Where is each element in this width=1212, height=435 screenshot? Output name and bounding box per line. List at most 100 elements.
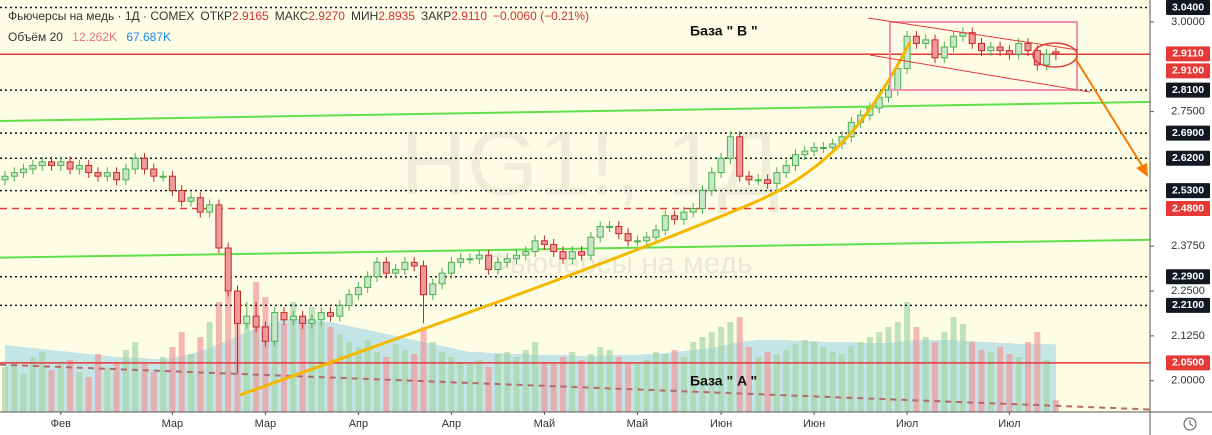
x-tick-label: Июн bbox=[803, 418, 825, 430]
x-tick-label: Мар bbox=[162, 418, 184, 430]
volume-title: Объём 20 bbox=[8, 30, 63, 44]
annotation: База " B " bbox=[690, 23, 758, 39]
trendline bbox=[0, 100, 1151, 122]
candle-body bbox=[810, 147, 818, 152]
candle-body bbox=[912, 35, 920, 44]
candle-body bbox=[633, 240, 641, 243]
volume-bar bbox=[29, 357, 36, 412]
quote-label: ОТКР bbox=[200, 9, 233, 23]
candle-body bbox=[1043, 53, 1051, 66]
volume-bar bbox=[485, 367, 492, 412]
x-tick-label: Фев bbox=[51, 418, 71, 430]
volume-bar bbox=[820, 347, 827, 412]
candle-body bbox=[829, 143, 837, 149]
volume-bar bbox=[327, 327, 334, 412]
arrow-head bbox=[1136, 163, 1148, 177]
candle-body bbox=[968, 32, 976, 44]
volume-bar bbox=[206, 322, 213, 412]
volume-bar bbox=[876, 332, 883, 412]
volume-bar bbox=[885, 327, 892, 412]
volume-bar bbox=[457, 362, 464, 412]
candle-body bbox=[578, 251, 586, 256]
volume-bar bbox=[727, 322, 734, 412]
volume-bar bbox=[587, 354, 594, 412]
candle-body bbox=[299, 315, 307, 324]
volume-bar bbox=[680, 357, 687, 412]
candle-body bbox=[206, 204, 214, 213]
volume-bar bbox=[597, 347, 604, 412]
candle-body bbox=[606, 225, 613, 228]
candle-body bbox=[85, 164, 93, 174]
candle-body bbox=[792, 154, 799, 166]
level-label-bg bbox=[1166, 297, 1210, 313]
volume-bar bbox=[922, 337, 929, 412]
volume-bar bbox=[188, 354, 194, 412]
candle-body bbox=[587, 236, 595, 256]
candle-body bbox=[168, 175, 176, 192]
x-tick-label: Июн bbox=[710, 418, 732, 430]
volume-bar bbox=[671, 350, 678, 412]
volume-bar bbox=[160, 357, 167, 412]
volume-bar bbox=[253, 282, 260, 412]
x-tick-label: Май bbox=[534, 418, 556, 430]
time-axis-bg bbox=[0, 412, 1212, 435]
clock-icon[interactable] bbox=[1183, 417, 1197, 431]
quote-item: МИН2.8935 bbox=[351, 9, 415, 23]
candle-body bbox=[922, 39, 930, 44]
candle-body bbox=[420, 265, 427, 296]
candle-body bbox=[1, 175, 9, 181]
candle-body bbox=[699, 190, 706, 210]
candle-body bbox=[66, 161, 74, 170]
candle-body bbox=[280, 312, 288, 321]
candle-body bbox=[57, 161, 65, 166]
volume-bar bbox=[494, 354, 501, 412]
candle-body bbox=[773, 172, 781, 184]
candle-body bbox=[122, 168, 130, 181]
candle-body bbox=[624, 233, 632, 242]
volume-bar bbox=[336, 334, 343, 412]
candle-body bbox=[317, 312, 325, 321]
candle-body bbox=[10, 172, 18, 177]
volume-bar bbox=[1015, 357, 1022, 412]
volume-bar bbox=[653, 352, 659, 412]
quote-item: ОТКР2.9165 bbox=[200, 9, 268, 23]
volume-bar bbox=[550, 364, 557, 412]
volume-bar bbox=[67, 360, 74, 412]
volume-bar bbox=[374, 352, 380, 412]
quote-item: МАКС2.9270 bbox=[275, 9, 345, 23]
trendline bbox=[0, 238, 1151, 259]
candle-body bbox=[401, 261, 409, 271]
volume-bar bbox=[932, 342, 938, 412]
candle-body bbox=[196, 197, 204, 213]
candle-body bbox=[540, 240, 548, 245]
candle-body bbox=[568, 251, 576, 260]
candle-body bbox=[894, 68, 902, 91]
candle-body bbox=[261, 326, 269, 342]
volume-bar bbox=[904, 302, 911, 412]
volume-bar bbox=[346, 342, 353, 412]
volume-bar bbox=[615, 357, 622, 412]
candle-body bbox=[819, 147, 827, 150]
level-label-bg bbox=[1166, 82, 1210, 98]
volume-bar bbox=[104, 368, 111, 412]
volume-bar bbox=[225, 292, 232, 412]
candle-body bbox=[252, 315, 260, 328]
volume-bar bbox=[746, 347, 752, 412]
volume-bar bbox=[634, 364, 641, 412]
candle-body bbox=[271, 312, 279, 342]
volume-bar bbox=[262, 297, 269, 412]
quote-change: −0.0060 (−0.21%) bbox=[493, 9, 590, 23]
volume-bar bbox=[959, 324, 966, 412]
volume-bar bbox=[197, 337, 204, 412]
legend-header: Фьючерсы на медь · 1Д · COMEX ОТКР2.9165 М… bbox=[8, 6, 595, 48]
candle-body bbox=[987, 46, 995, 52]
candle-body bbox=[373, 261, 381, 278]
candle-body bbox=[940, 46, 948, 59]
y-tick-label: 2.0000 bbox=[1171, 375, 1205, 387]
candle-body bbox=[754, 179, 762, 182]
candle-body bbox=[978, 42, 985, 52]
volume-bar bbox=[606, 350, 613, 412]
volume-bar bbox=[1034, 332, 1041, 412]
